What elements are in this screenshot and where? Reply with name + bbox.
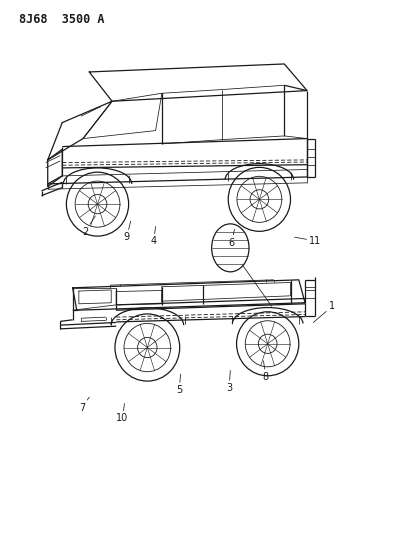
Text: 9: 9 [124,221,131,242]
Text: 5: 5 [176,374,183,395]
Text: 8: 8 [263,361,269,382]
Text: 3: 3 [226,370,232,393]
Text: 7: 7 [79,397,89,413]
Text: 1: 1 [313,302,335,322]
Text: 11: 11 [295,236,322,246]
Text: 8J68  3500 A: 8J68 3500 A [19,13,104,26]
Text: 2: 2 [82,216,95,237]
Text: 6: 6 [229,229,234,247]
Text: 10: 10 [116,403,129,423]
Text: 4: 4 [151,227,156,246]
